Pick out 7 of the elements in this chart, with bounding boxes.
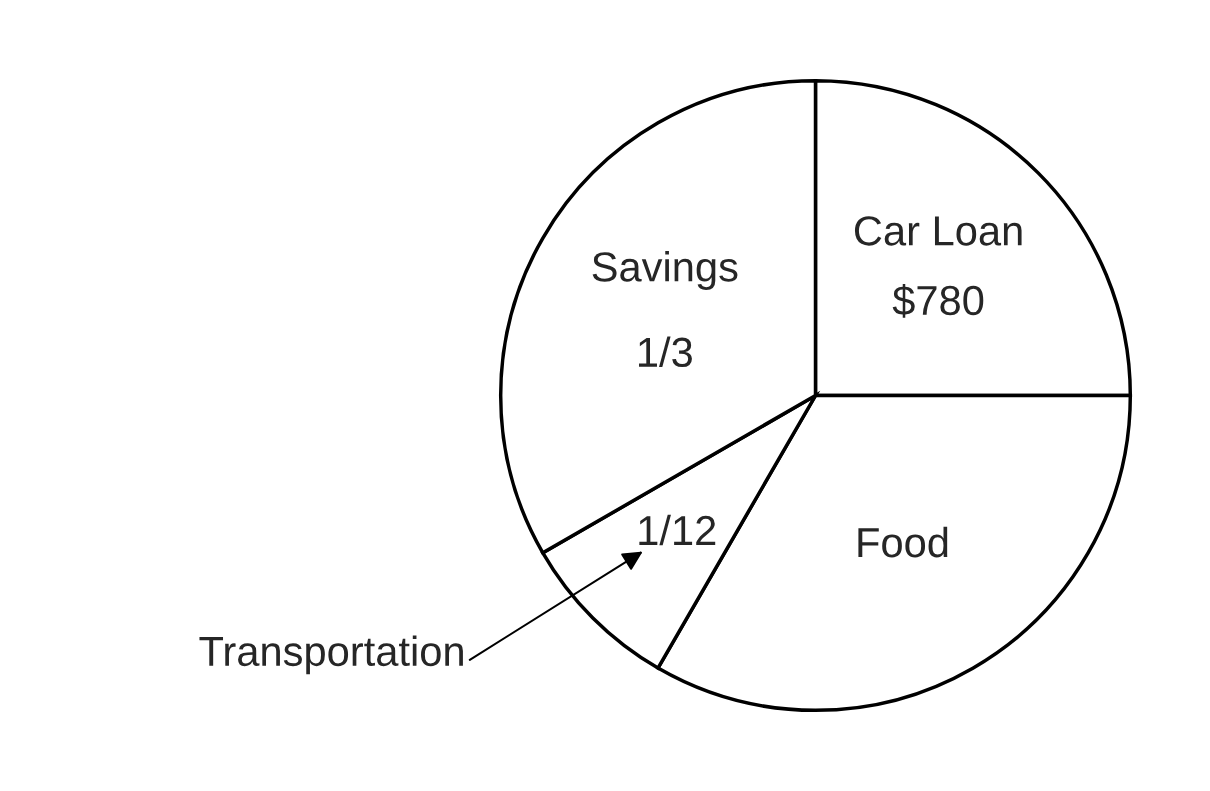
slice-label: Food [858, 526, 948, 558]
text: 1/12 [639, 514, 716, 546]
slice-label: Car Loan [854, 216, 1022, 246]
text: $780 [892, 284, 984, 318]
text: 1/3 [639, 336, 692, 368]
slice-label: Savings [592, 251, 738, 290]
slice-label: Transportation [199, 635, 463, 675]
